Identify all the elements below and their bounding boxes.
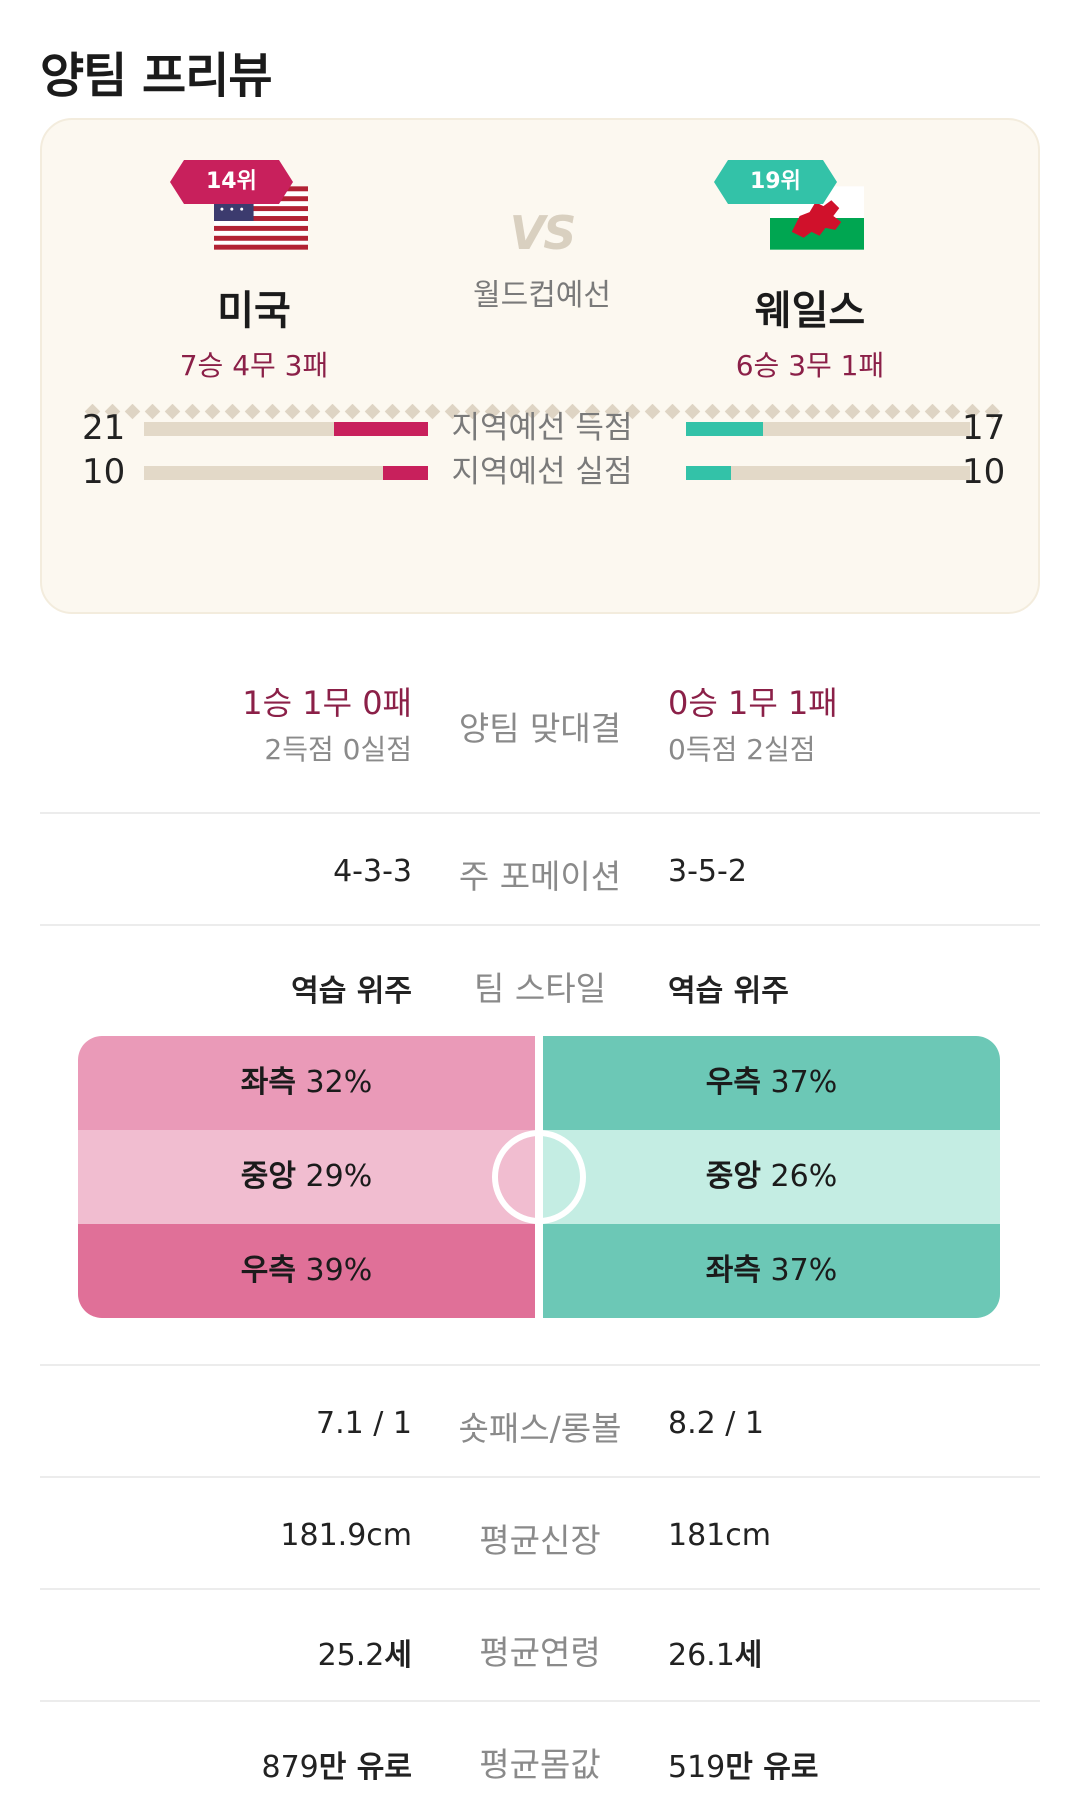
home-avg-value: 879만 유로: [261, 1742, 412, 1786]
home-age-unit: 세: [384, 1638, 412, 1673]
height-row: 181.9cm 평균신장 181cm: [40, 1514, 1040, 1564]
away-h2h-record: 0승 1무 1패: [668, 684, 838, 722]
stage-label: 월드컵예선: [473, 278, 611, 313]
home-zone-2: 중앙 29%: [78, 1130, 535, 1224]
home-value-number: 879: [261, 1750, 319, 1785]
page-title: 양팀 프리뷰: [40, 48, 273, 104]
pass-label: 숏패스/롱볼: [458, 1409, 622, 1448]
divider: [40, 1364, 1040, 1366]
home-zone-1: 좌측 32%: [78, 1036, 535, 1130]
away-zone-1: 우측 37%: [543, 1036, 1000, 1130]
away-avg-age: 26.1세: [668, 1630, 762, 1674]
home-goals-against-bar: [144, 466, 428, 480]
away-avg-height: 181cm: [668, 1518, 771, 1553]
home-avg-height: 181.9cm: [280, 1518, 412, 1553]
vs-label: VS: [509, 206, 577, 260]
away-goals-against: 10: [962, 452, 1006, 492]
h2h-row: 1승 1무 0패 2득점 0실점 양팀 맞대결 0승 1무 1패 0득점 2실점: [40, 670, 1040, 790]
away-team: 19위 웨일스 6승 3무 1패: [660, 160, 960, 384]
home-goals-for: 21: [82, 408, 126, 448]
away-age-value: 26.1: [668, 1638, 735, 1673]
stat-row-goals-against: 10 지역예선 실점 10: [42, 452, 1042, 492]
away-goals-for-bar: [686, 422, 970, 436]
divider: [40, 1700, 1040, 1702]
value-row: 879만 유로 평균몸값 519만 유로: [40, 1738, 1040, 1788]
age-label: 평균연령: [479, 1633, 601, 1672]
style-label: 팀 스타일: [474, 969, 606, 1008]
divider: [40, 1476, 1040, 1478]
away-zone-3: 좌측 37%: [543, 1224, 1000, 1318]
center-circle: [492, 1130, 586, 1224]
goals-for-label: 지역예선 득점: [451, 410, 633, 446]
away-value-number: 519: [668, 1750, 726, 1785]
home-avg-age: 25.2세: [318, 1630, 412, 1674]
away-attack-zones: 우측 37% 중앙 26% 좌측 37%: [543, 1036, 1000, 1318]
away-team-name: 웨일스: [754, 288, 866, 334]
away-age-unit: 세: [734, 1638, 763, 1673]
home-goals-for-bar: [144, 422, 428, 436]
divider: [40, 1588, 1040, 1590]
age-row: 25.2세 평균연령 26.1세: [40, 1626, 1040, 1676]
away-value-unit: 만 유로: [725, 1750, 819, 1785]
match-summary-card: 14위 미국 7승 4무 3패 VS 월드컵예선 19위 웨일스 6승 3무 1…: [40, 118, 1040, 614]
h2h-label: 양팀 맞대결: [458, 709, 622, 748]
away-avg-value: 519만 유로: [668, 1742, 819, 1786]
away-pass-ratio: 8.2 / 1: [668, 1406, 764, 1441]
stat-row-goals-for: 21 지역예선 득점 17: [42, 408, 1042, 448]
away-goals-for: 17: [962, 408, 1006, 448]
home-age-value: 25.2: [317, 1638, 385, 1673]
home-value-unit: 만 유로: [318, 1750, 412, 1785]
formation-row: 4-3-3 주 포메이션 3-5-2: [40, 850, 1040, 900]
away-zone-2: 중앙 26%: [543, 1130, 1000, 1224]
home-team: 14위 미국 7승 4무 3패: [104, 160, 404, 384]
home-style: 역습 위주: [291, 974, 412, 1009]
home-goals-against: 10: [82, 452, 126, 492]
home-zone-3: 우측 39%: [78, 1224, 535, 1318]
home-formation: 4-3-3: [333, 854, 412, 889]
attack-direction-field: 좌측 32% 중앙 29% 우측 39% 우측 37% 중앙 26% 좌측 37…: [78, 1036, 1000, 1318]
height-label: 평균신장: [479, 1521, 601, 1560]
away-style: 역습 위주: [668, 974, 789, 1009]
home-h2h-goals: 2득점 0실점: [264, 733, 412, 766]
away-goals-against-bar: [686, 466, 970, 480]
formation-label: 주 포메이션: [458, 857, 622, 896]
pass-row: 7.1 / 1 숏패스/롱볼 8.2 / 1: [40, 1402, 1040, 1452]
divider: [40, 812, 1040, 814]
goals-against-label: 지역예선 실점: [451, 454, 633, 490]
style-row: 역습 위주 팀 스타일 역습 위주: [40, 962, 1040, 1012]
home-h2h-record: 1승 1무 0패: [242, 684, 412, 722]
home-team-name: 미국: [217, 288, 291, 334]
away-rank-badge: 19위: [714, 160, 837, 204]
home-rank-badge: 14위: [170, 160, 293, 204]
home-team-record: 7승 4무 3패: [179, 349, 329, 382]
away-h2h-goals: 0득점 2실점: [668, 733, 816, 766]
home-attack-zones: 좌측 32% 중앙 29% 우측 39%: [78, 1036, 535, 1318]
away-formation: 3-5-2: [668, 854, 747, 889]
away-team-record: 6승 3무 1패: [735, 349, 885, 382]
home-pass-ratio: 7.1 / 1: [316, 1406, 412, 1441]
divider: [40, 924, 1040, 926]
value-label: 평균몸값: [479, 1745, 601, 1784]
